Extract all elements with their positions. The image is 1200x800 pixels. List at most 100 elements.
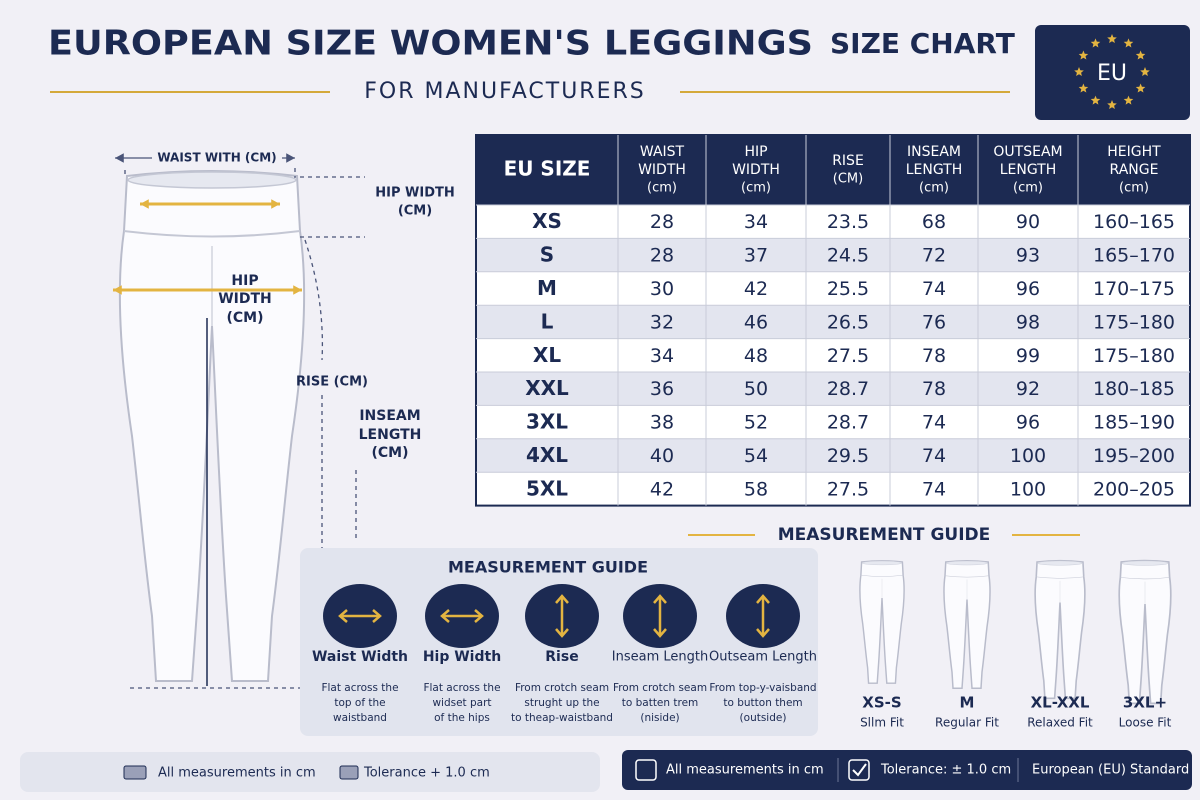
leggings: [1118, 559, 1172, 705]
waistband-top: [1037, 560, 1083, 566]
star: [1090, 38, 1101, 48]
row-stripe: [477, 238, 1189, 272]
table-cell: 100: [1010, 445, 1046, 467]
column-header: WIDTH: [638, 162, 686, 178]
column-header: WIDTH: [732, 162, 780, 178]
icon-arrow-head: [653, 594, 667, 604]
icon-arrow-head: [372, 609, 382, 623]
icon-arrow-head: [756, 628, 770, 638]
waistband-line: [944, 575, 990, 578]
guide-item-name: Rise: [545, 649, 578, 665]
star: [1074, 67, 1084, 76]
footer: All measurements in cm Tolerance + 1.0 cm…: [20, 750, 1192, 792]
table-cell: 27.5: [827, 478, 869, 500]
hip-label: WIDTH: [218, 291, 272, 307]
column-header: RANGE: [1110, 162, 1159, 178]
star: [1123, 95, 1134, 105]
waistband-top: [1121, 560, 1169, 566]
hip-label: HIP: [231, 273, 258, 289]
table-cell: 28.7: [827, 378, 869, 400]
table-cell: 200–205: [1093, 478, 1175, 500]
fit-name: Loose Fit: [1119, 716, 1172, 730]
table-cell: 74: [922, 412, 946, 434]
arrow-head: [293, 285, 302, 295]
table-cell: 170–175: [1093, 278, 1175, 300]
footer-note: European (EU) Standard: [1032, 763, 1189, 778]
title: EUROPEAN SIZE WOMEN'S LEGGINGS: [48, 24, 813, 64]
table-cell: 26.5: [827, 311, 869, 333]
column-header: WAIST: [640, 144, 685, 160]
eu-badge: [1035, 25, 1190, 120]
guide-item-desc: to theap-waistband: [511, 712, 613, 724]
table-cell: 30: [650, 278, 674, 300]
hip-top-label: (CM): [398, 204, 432, 219]
eu-stars: [1074, 34, 1150, 109]
table-cell: 34: [650, 345, 674, 367]
guide-item-desc: strught up the: [524, 697, 599, 709]
star: [1078, 83, 1089, 93]
table-cell: 29.5: [827, 445, 869, 467]
fit-size: M: [960, 694, 975, 712]
column-header: LENGTH: [1000, 162, 1057, 178]
fit-name: Regular Fit: [935, 716, 999, 730]
guide-item-desc: widset part: [432, 697, 491, 709]
eu-badge-text: EU: [1097, 61, 1127, 86]
label-bg: [152, 148, 282, 168]
column-header: LENGTH: [906, 162, 963, 178]
arrow-head: [271, 199, 280, 209]
fit-guide-title: MEASUREMENT GUIDE: [778, 525, 991, 545]
star: [1107, 34, 1117, 43]
guide-item-desc: From top-y-vaisband: [709, 682, 816, 694]
leggings-body: [1034, 559, 1086, 700]
guide-item-name: Hip Width: [423, 649, 501, 665]
leggings-body: [943, 560, 991, 689]
fit-guide: MEASUREMENT GUIDE XS-S Sllm Fit M Regular Fi…: [688, 525, 1172, 730]
table-cell: 98: [1016, 311, 1040, 333]
table-cell: 76: [922, 311, 946, 333]
leggings-body: [118, 170, 306, 682]
row-stripe: [477, 372, 1189, 406]
footer-note: Tolerance: ± 1.0 cm: [880, 763, 1011, 778]
waistband-line: [1120, 577, 1170, 580]
ruler-icon: [635, 759, 657, 781]
footer-right-bg: [622, 750, 1192, 790]
waistband-line: [123, 230, 301, 238]
rise-label: RISE (CM): [296, 375, 368, 390]
size-cell: 5XL: [526, 476, 568, 500]
icon-arrow-head: [653, 628, 667, 638]
fit-name: Sllm Fit: [860, 716, 904, 730]
guide-item-name: Waist Width: [312, 649, 408, 665]
star: [1078, 50, 1089, 60]
table-cell: 180–185: [1093, 378, 1175, 400]
size-cell: XS: [532, 209, 562, 233]
waistband-line: [1036, 576, 1084, 579]
table-cell: 175–180: [1093, 311, 1175, 333]
title-suffix: SIZE CHART: [830, 27, 1015, 60]
table-cell: 78: [922, 378, 946, 400]
leggings-body: [1118, 559, 1172, 705]
table-cell: 175–180: [1093, 345, 1175, 367]
table-cell: 165–170: [1093, 245, 1175, 267]
guide-item-desc: to batten trem: [622, 697, 699, 709]
size-cell: S: [540, 243, 554, 267]
leggings: [943, 560, 991, 689]
table-cell: 78: [922, 345, 946, 367]
table-cell: 27.5: [827, 345, 869, 367]
ruler-icon: [123, 765, 147, 780]
table-cell: 28: [650, 211, 674, 233]
table-cell: 68: [922, 211, 946, 233]
fit-size: 3XL+: [1123, 694, 1167, 712]
table-cell: 25.5: [827, 278, 869, 300]
footer-note: All measurements in cm: [666, 763, 824, 778]
guide-item-desc: (niside): [640, 712, 679, 724]
guide-item-desc: From crotch seam: [613, 682, 707, 694]
guide-item-desc: top of the: [334, 697, 385, 709]
table-cell: 28: [650, 245, 674, 267]
icon-arrow-head: [555, 594, 569, 604]
star: [1135, 83, 1146, 93]
guide-item-desc: (outside): [740, 712, 787, 724]
waistband-line: [860, 574, 904, 577]
size-cell: 4XL: [526, 443, 568, 467]
leggings: [1034, 559, 1086, 700]
